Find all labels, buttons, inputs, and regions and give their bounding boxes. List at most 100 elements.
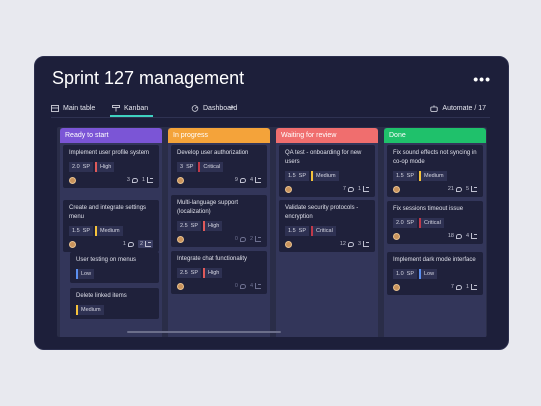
subitem-card[interactable]: Delete linked items Medium <box>70 288 159 319</box>
subitems-count[interactable]: 1 <box>142 177 153 183</box>
subitems-count[interactable]: 4 <box>250 177 261 183</box>
comments-count[interactable]: 7 <box>451 284 462 290</box>
comment-icon <box>239 236 246 242</box>
subitems-icon <box>255 236 261 242</box>
subitems-value: 2 <box>139 241 143 247</box>
avatar[interactable] <box>69 240 76 248</box>
subitems-value: 2 <box>249 236 253 242</box>
comments-value: 1 <box>122 241 126 247</box>
comments-count[interactable]: 0 <box>235 236 246 242</box>
comments-count[interactable]: 1 <box>123 241 134 247</box>
task-card[interactable]: Fix sessions timeout issue 2.0 SP Critical 1… <box>387 201 483 244</box>
avatar[interactable] <box>69 176 76 184</box>
priority-badge: High <box>203 221 223 231</box>
comments-value: 18 <box>447 233 454 239</box>
subitems-value: 4 <box>249 283 253 289</box>
subitems-icon <box>255 283 261 289</box>
kanban-window: Sprint 127 management ••• Main table Kan… <box>34 56 509 350</box>
story-points-value: 1.5 <box>396 173 404 179</box>
avatar[interactable] <box>285 185 292 193</box>
tab-kanban[interactable]: Kanban <box>112 101 148 115</box>
tag-row: 2.5 SP High <box>177 221 261 231</box>
card-title: Fix sessions timeout issue <box>393 206 464 212</box>
subitems-count[interactable]: 4 <box>466 233 477 239</box>
tag-row: 1.5 SP Critical <box>285 226 369 236</box>
priority-badge: Critical <box>311 226 336 236</box>
task-card[interactable]: Create and integrate settings menu 1.5 SP M… <box>63 200 159 252</box>
story-points-label: SP <box>190 270 198 276</box>
avatar[interactable] <box>285 240 292 248</box>
comments-count[interactable]: 12 <box>340 241 354 247</box>
tab-dashboard[interactable]: Dashboard <box>191 101 237 115</box>
task-card[interactable]: Fix sound effects not syncing in co-op m… <box>387 145 483 197</box>
priority-badge: Medium <box>419 171 447 181</box>
comments-value: 12 <box>339 241 346 247</box>
avatar[interactable] <box>393 185 400 193</box>
task-card[interactable]: Develop user authorization 3 SP Critical 9 4 <box>171 145 267 188</box>
column-header[interactable]: Done <box>384 128 486 143</box>
subitems-icon <box>145 241 151 247</box>
tag-row: Medium <box>76 305 153 315</box>
subitems-icon <box>363 241 369 247</box>
comments-count[interactable]: 9 <box>235 177 246 183</box>
avatar[interactable] <box>177 235 184 243</box>
subitems-icon <box>471 186 477 192</box>
kanban-column: In progress Develop user authorization 3 SP… <box>168 128 270 337</box>
story-points-tag: 1.0 SP <box>393 269 417 279</box>
task-card[interactable]: QA test - onboarding for new users 1.5 SP M… <box>279 145 375 197</box>
story-points-label: SP <box>190 223 198 229</box>
subitems-count[interactable]: 4 <box>250 283 261 289</box>
column-header[interactable]: Ready to start <box>60 128 162 143</box>
task-card[interactable]: Integrate chat functionality 2.5 SP High 0 4 <box>171 251 267 294</box>
story-points-value: 2.5 <box>180 270 188 276</box>
comments-count[interactable]: 18 <box>448 233 462 239</box>
task-card[interactable]: Implement user profile system 2.0 SP High 3 1 <box>63 145 159 188</box>
subitems-count[interactable]: 5 <box>466 186 477 192</box>
priority-badge: Critical <box>198 162 224 172</box>
subitems-count[interactable]: 2 <box>137 240 153 248</box>
subitems-value: 4 <box>249 177 253 183</box>
story-points-tag: 1.5 SP <box>393 171 417 181</box>
card-footer: 21 5 <box>393 185 477 193</box>
story-points-label: SP <box>82 228 90 234</box>
more-options-icon[interactable]: ••• <box>473 71 491 87</box>
column-header[interactable]: In progress <box>168 128 270 143</box>
task-card[interactable]: Multi-language support (localization) 2.5… <box>171 195 267 247</box>
tag-row: 1.0 SP Low <box>393 269 477 279</box>
column-header[interactable]: Waiting for review <box>276 128 378 143</box>
horizontal-scrollbar[interactable] <box>127 331 281 333</box>
comments-value: 7 <box>450 284 454 290</box>
automate-button[interactable]: Automate / 17 <box>430 101 486 115</box>
avatar[interactable] <box>393 283 400 291</box>
story-points-value: 2.0 <box>72 164 80 170</box>
comments-count[interactable]: 7 <box>343 186 354 192</box>
comments-count[interactable]: 21 <box>448 186 462 192</box>
task-card[interactable]: Implement dark mode interface 1.0 SP Low 7 1 <box>387 252 483 295</box>
add-view-button[interactable]: + <box>229 102 235 114</box>
avatar[interactable] <box>177 176 184 184</box>
card-footer: 12 3 <box>285 240 369 248</box>
avatar[interactable] <box>177 282 184 290</box>
card-title: Implement dark mode interface <box>393 257 476 263</box>
task-card[interactable]: Validate security protocols - encryption… <box>279 200 375 252</box>
subitems-count[interactable]: 1 <box>358 186 369 192</box>
comments-count[interactable]: 3 <box>127 177 138 183</box>
comments-count[interactable]: 0 <box>235 283 246 289</box>
kanban-column: Ready to start Implement user profile sys… <box>60 128 162 337</box>
comment-icon <box>455 284 462 290</box>
story-points-value: 1.0 <box>396 271 404 277</box>
card-title: Fix sound effects not syncing in co-op m… <box>393 150 477 165</box>
comment-icon <box>347 241 354 247</box>
active-tab-indicator <box>110 115 153 117</box>
subitems-count[interactable]: 2 <box>250 236 261 242</box>
tab-main-table[interactable]: Main table <box>51 101 95 115</box>
avatar[interactable] <box>393 232 400 240</box>
tab-dashboard-label: Dashboard <box>203 104 238 112</box>
subitems-count[interactable]: 3 <box>358 241 369 247</box>
subitem-card[interactable]: User testing on menus Low <box>70 252 159 283</box>
tag-row: 2.5 SP High <box>177 268 261 278</box>
column-title: Done <box>389 132 406 139</box>
subitems-count[interactable]: 1 <box>466 284 477 290</box>
